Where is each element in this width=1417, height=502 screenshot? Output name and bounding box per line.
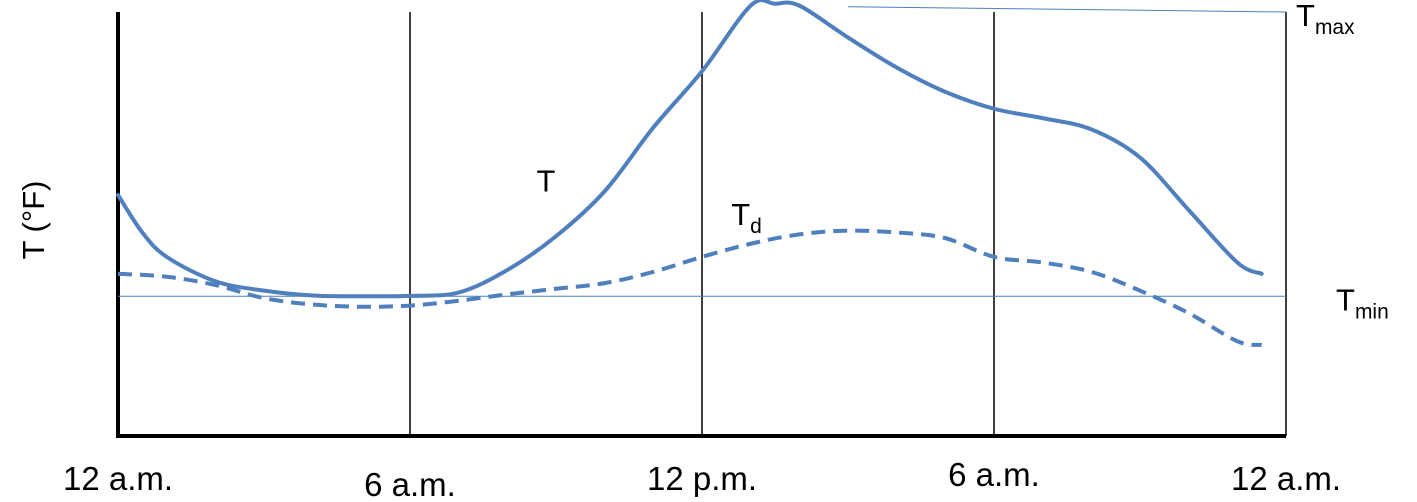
vertical-gridlines [409, 12, 1287, 436]
chart-labels: T Td Tmax Tmin [537, 0, 1389, 323]
axes [116, 12, 1286, 438]
x-tick-label: 12 p.m. [647, 460, 757, 497]
series-label-d: Td [731, 197, 762, 238]
series-label-T: T [537, 163, 556, 198]
x-tick-labels: 12 a.m. 6 a.m. 12 p.m. 6 a.m. 12 a.m. [63, 456, 1341, 502]
x-tick-label: 12 a.m. [63, 460, 173, 497]
reference-line-max [847, 6, 1287, 13]
series-line-T-d [117, 228, 1262, 347]
reference-label-max: Tmax [1296, 0, 1355, 39]
x-tick-label: 6 a.m. [948, 456, 1040, 493]
reference-label-min: Tmin [1336, 282, 1389, 323]
x-tick-label: 12 a.m. [1231, 460, 1341, 497]
y-axis-label: T (°F) [16, 181, 51, 260]
data-series [116, 0, 1264, 347]
x-tick-label: 6 a.m. [364, 466, 456, 502]
series-line-T [116, 0, 1264, 299]
